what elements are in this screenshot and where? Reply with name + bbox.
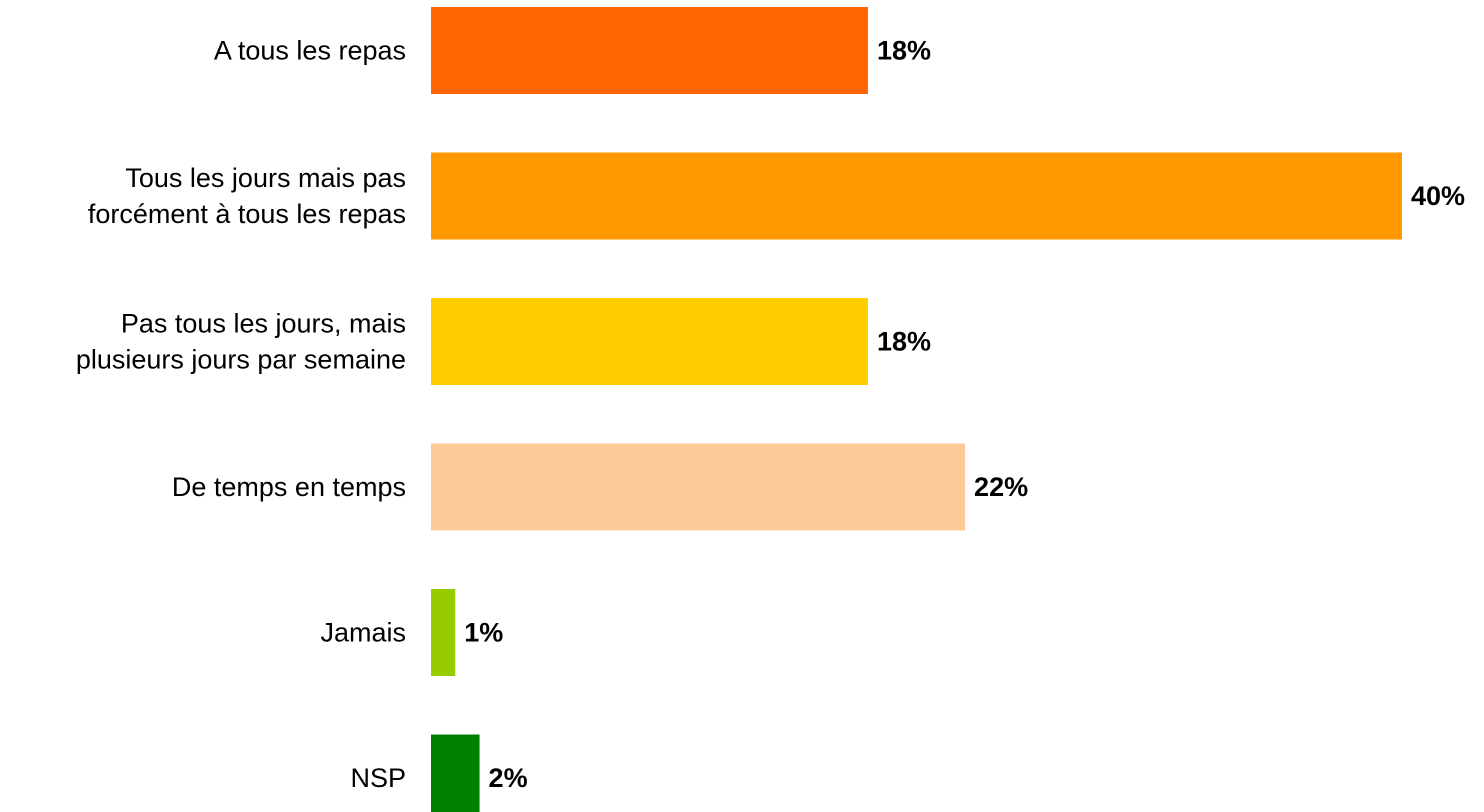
category-label-4: Jamais bbox=[320, 618, 406, 648]
bar-1 bbox=[431, 152, 1402, 240]
category-label-0: A tous les repas bbox=[214, 36, 406, 66]
category-label-line: plusieurs jours par semaine bbox=[76, 345, 406, 375]
category-label-line: NSP bbox=[350, 763, 406, 793]
category-label-line: Pas tous les jours, mais bbox=[121, 309, 406, 339]
category-label-line: A tous les repas bbox=[214, 36, 406, 66]
bar-5 bbox=[431, 734, 480, 812]
category-label-2: Pas tous les jours, mais plusieurs jours … bbox=[76, 309, 406, 375]
category-label-1: Tous les jours mais pas forcément à tous … bbox=[88, 163, 406, 229]
category-label-line: De temps en temps bbox=[172, 472, 406, 502]
category-label-line: Jamais bbox=[320, 618, 406, 648]
value-label-3: 22% bbox=[974, 472, 1028, 502]
bar-3 bbox=[431, 443, 966, 531]
value-label-1: 40% bbox=[1411, 181, 1465, 211]
bar-4 bbox=[431, 589, 456, 676]
category-label-5: NSP bbox=[350, 763, 406, 793]
category-label-3: De temps en temps bbox=[172, 472, 406, 502]
value-label-0: 18% bbox=[877, 36, 931, 66]
value-label-5: 2% bbox=[489, 763, 528, 793]
value-label-2: 18% bbox=[877, 327, 931, 357]
bar-0 bbox=[431, 7, 868, 94]
category-label-line: forcément à tous les repas bbox=[88, 199, 406, 229]
value-label-4: 1% bbox=[464, 618, 503, 648]
category-label-line: Tous les jours mais pas bbox=[125, 163, 406, 193]
bar-2 bbox=[431, 298, 868, 385]
